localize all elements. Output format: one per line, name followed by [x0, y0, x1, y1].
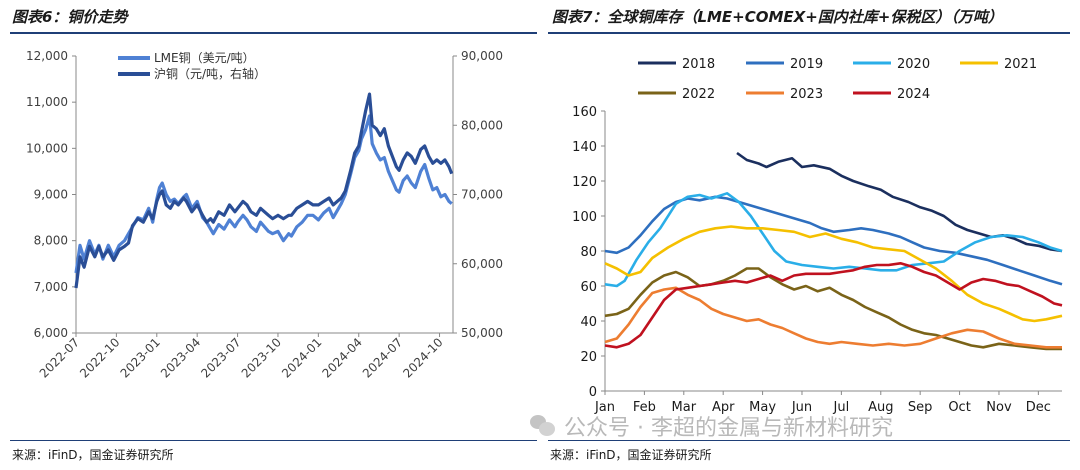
left-y-tick-label: 9,000 — [34, 188, 68, 202]
right-y-tick-label: 90,000 — [461, 49, 503, 63]
y-tick-label: 80 — [580, 245, 597, 260]
right-chart-title: 图表7：全球铜库存（LME+COMEX+国内社库+保税区）（万吨） — [552, 8, 1003, 26]
y-tick-label: 20 — [580, 350, 597, 365]
x-tick-label: 2023-04 — [158, 335, 203, 380]
right-source-note: 来源：iFinD，国金证券研究所 — [550, 448, 712, 462]
y-tick-label: 100 — [572, 210, 597, 225]
legend-label-2019: 2019 — [790, 57, 823, 72]
right-y-tick-label: 50,000 — [461, 326, 503, 340]
right-footer-rule — [548, 440, 1070, 441]
y-tick-label: 140 — [572, 140, 597, 155]
x-tick-label: 2023-07 — [198, 335, 243, 380]
legend-label-2022: 2022 — [682, 87, 715, 102]
y-tick-label: 0 — [589, 385, 597, 400]
y-tick-label: 40 — [580, 315, 597, 330]
x-tick-label: 2022-10 — [77, 335, 122, 380]
series-line-2019 — [604, 195, 1063, 286]
legend-label-2021: 2021 — [1004, 57, 1037, 72]
x-tick-label: Nov — [986, 400, 1012, 415]
legend-label-2020: 2020 — [897, 57, 930, 72]
x-tick-label: Mar — [672, 400, 697, 415]
x-tick-label: Feb — [633, 400, 656, 415]
legend-label-2023: 2023 — [790, 87, 823, 102]
left-y-tick-label: 7,000 — [34, 280, 68, 294]
y-tick-label: 120 — [572, 175, 597, 190]
left-y-tick-label: 6,000 — [34, 326, 68, 340]
x-tick-label: 2023-10 — [239, 335, 284, 380]
legend-label-2024: 2024 — [897, 87, 930, 102]
copper-inventory-chart: 0 20 40 60 80 100 120 140 160 Jan Feb Mar Apr May Jun J… — [572, 57, 1063, 415]
left-y-tick-label: 12,000 — [26, 49, 68, 63]
series-line-2022 — [604, 267, 1062, 351]
left-title-rule — [10, 32, 537, 34]
y-tick-label: 160 — [572, 105, 597, 120]
series-line-2024 — [604, 262, 1063, 349]
x-tick-label: Jul — [833, 400, 850, 415]
series-line-2020 — [604, 192, 1063, 288]
legend-label: LME铜（美元/吨） — [154, 50, 255, 65]
right-y-tick-label: 80,000 — [461, 118, 503, 132]
wechat-icon — [530, 415, 556, 437]
left-y-tick-label: 11,000 — [26, 95, 68, 109]
x-tick-label: 2022-07 — [37, 335, 82, 380]
x-tick-label: Apr — [712, 400, 735, 415]
lme-copper-line — [74, 114, 453, 274]
y-tick-label: 60 — [580, 280, 597, 295]
legend-label-2018: 2018 — [682, 57, 715, 72]
left-source-note: 来源：iFinD，国金证券研究所 — [12, 448, 174, 462]
x-tick-label: 2024-01 — [279, 335, 324, 380]
right-title-rule — [548, 32, 1070, 34]
legend-label: 沪铜（元/吨，右轴） — [154, 66, 266, 81]
left-y-tick-label: 10,000 — [26, 141, 68, 155]
left-footer-rule — [10, 440, 537, 441]
left-y-tick-label: 8,000 — [34, 234, 68, 248]
series-line-2018 — [736, 151, 1063, 253]
x-tick-label: May — [749, 400, 776, 415]
right-y-tick-label: 70,000 — [461, 188, 503, 202]
x-tick-label: Jan — [594, 400, 615, 415]
shfe-copper-line — [74, 92, 454, 289]
x-tick-label: 2024-07 — [360, 335, 405, 380]
x-tick-label: Aug — [868, 400, 893, 415]
series-line-2021 — [604, 225, 1063, 323]
watermark: 公众号 · 李超的金属与新材料研究 — [530, 410, 893, 442]
x-tick-label: Jun — [791, 400, 812, 415]
x-tick-label: 2024-10 — [400, 335, 445, 380]
x-tick-label: Dec — [1026, 400, 1051, 415]
series-line-2023 — [604, 286, 1062, 349]
right-y-tick-label: 60,000 — [461, 257, 503, 271]
x-tick-label: Oct — [948, 400, 970, 415]
x-tick-label: Sep — [908, 400, 933, 415]
watermark-text: 公众号 · 李超的金属与新材料研究 — [564, 416, 893, 441]
x-tick-label: 2023-01 — [118, 335, 163, 380]
copper-price-chart: 6,000 7,000 8,000 9,000 10,000 11,000 12,000 50… — [26, 49, 503, 381]
left-chart-title: 图表6：铜价走势 — [12, 8, 128, 26]
x-tick-label: 2024-04 — [320, 335, 365, 380]
